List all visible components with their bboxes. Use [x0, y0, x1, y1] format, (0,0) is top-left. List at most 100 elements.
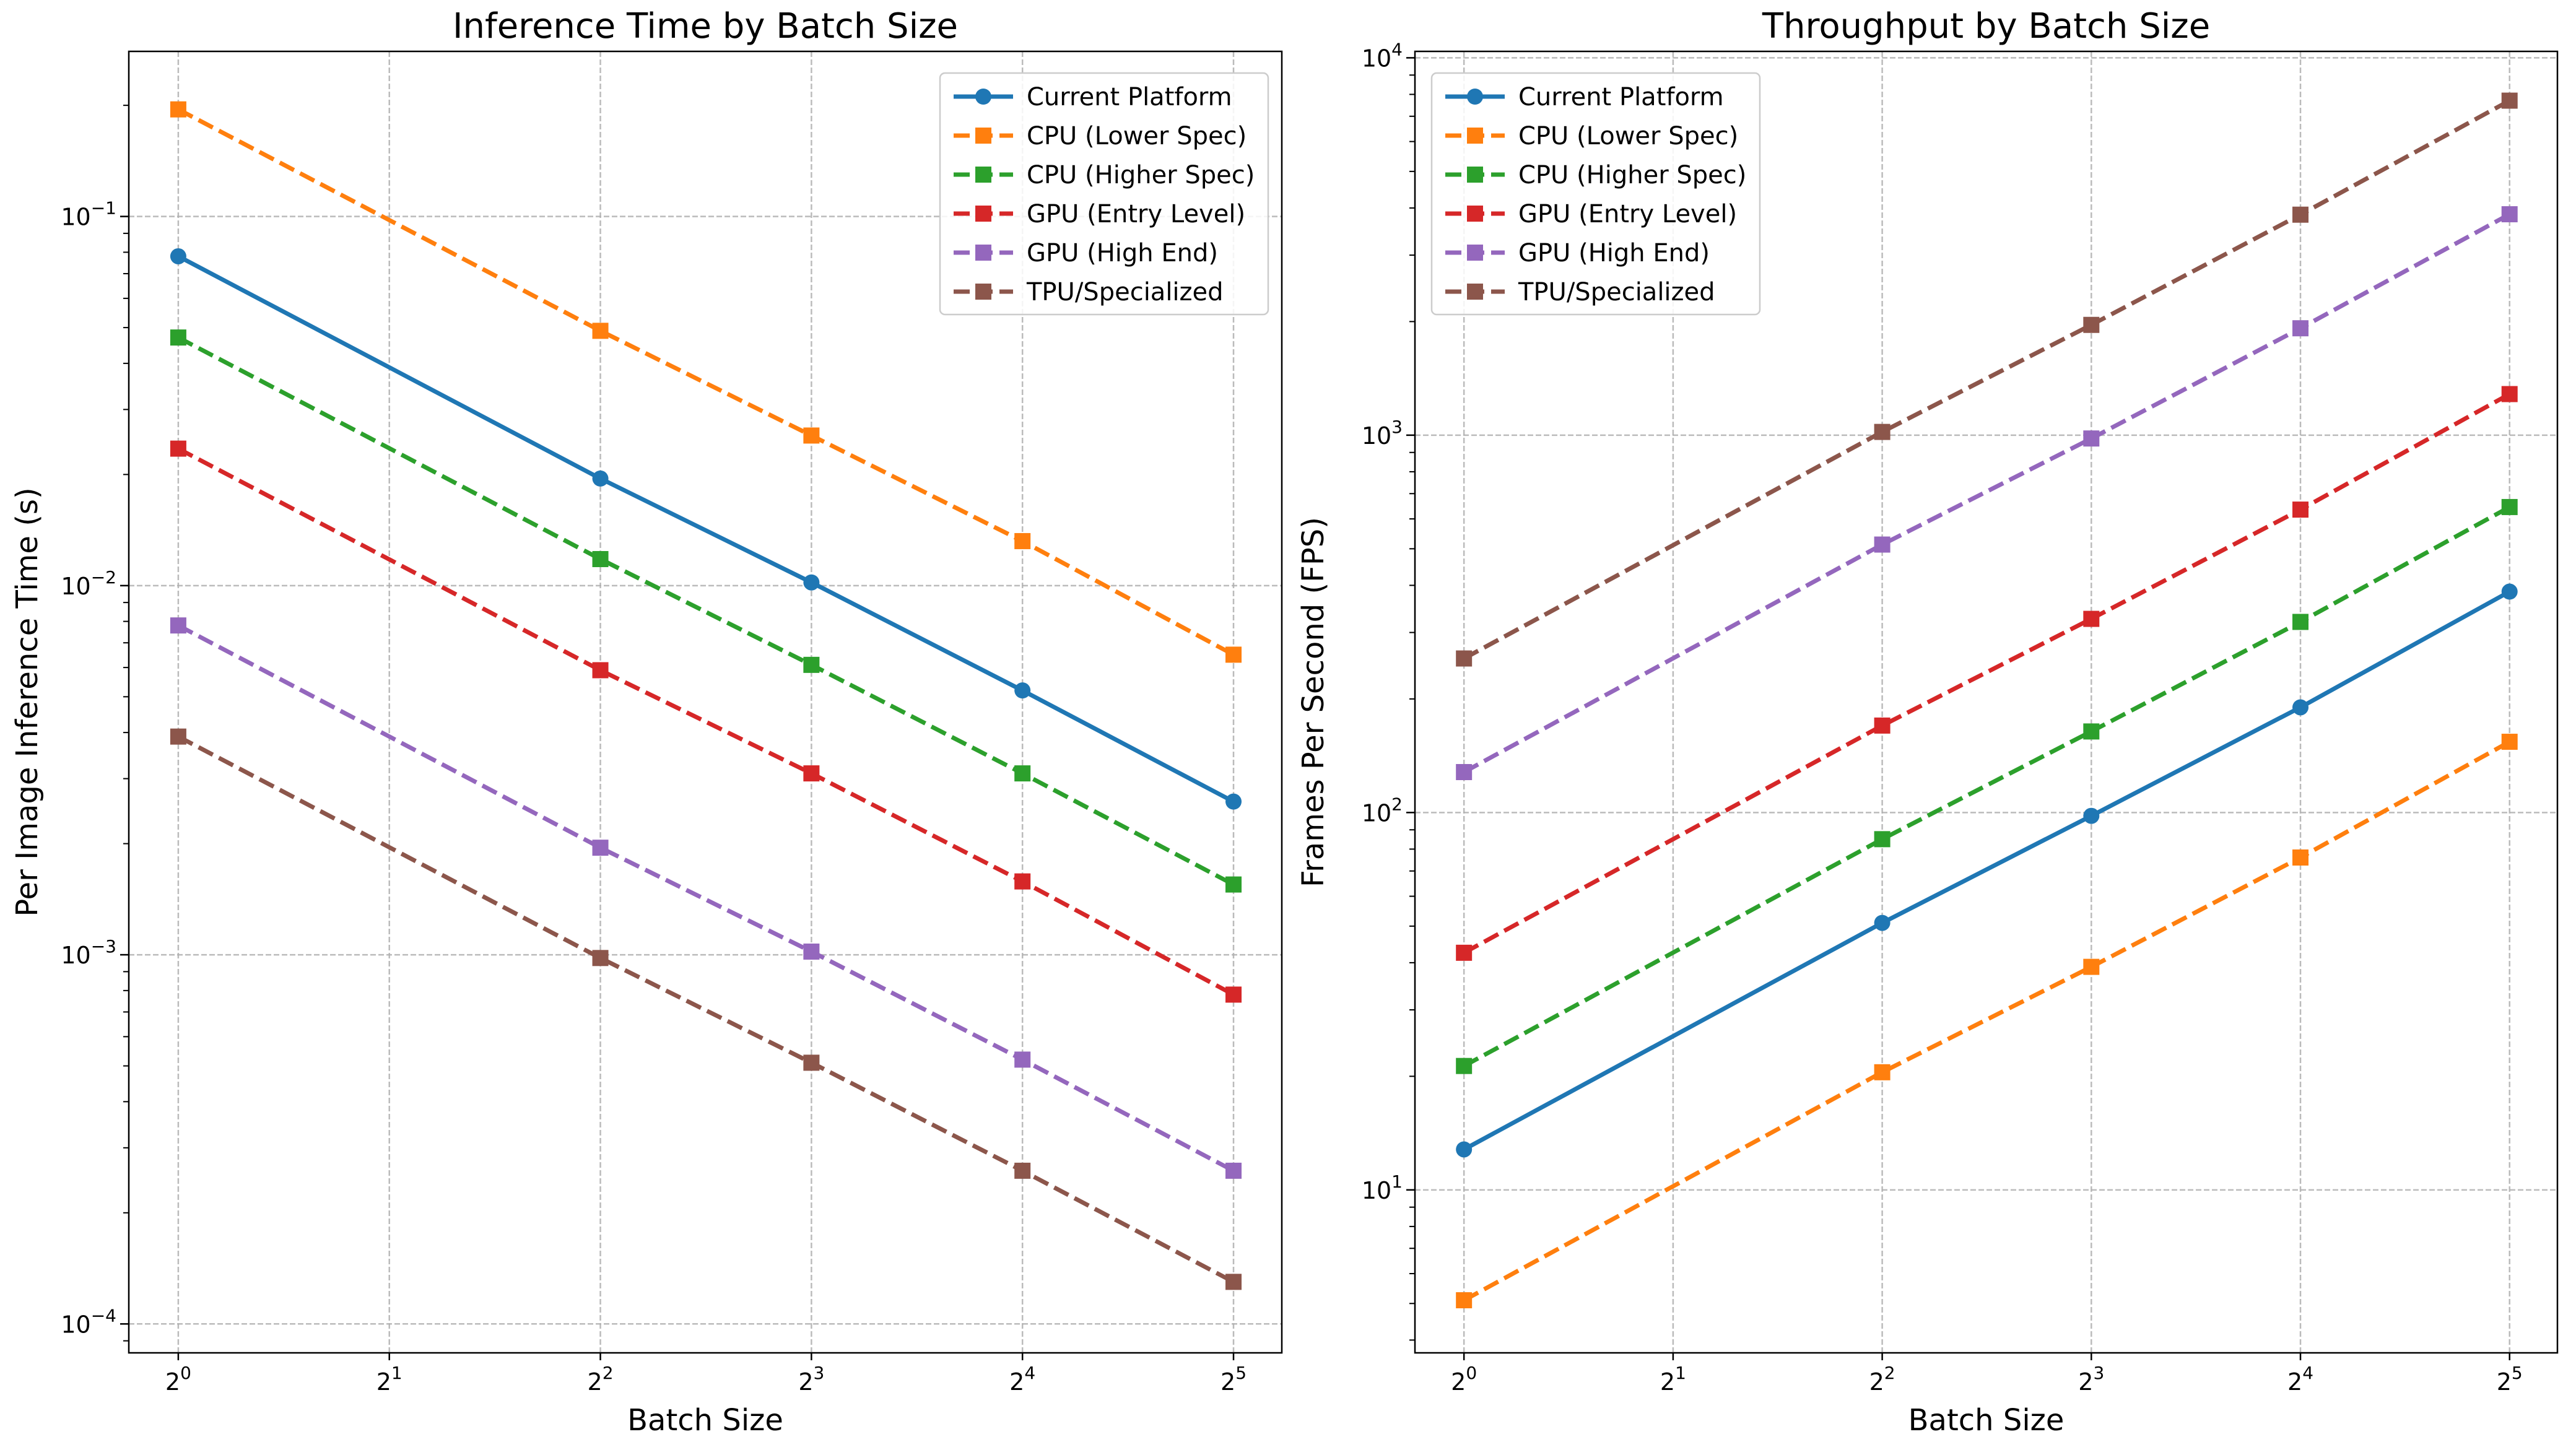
legend-label: Current Platform: [1027, 83, 1232, 111]
legend-marker: [1467, 167, 1483, 183]
series-line: [1463, 740, 2511, 1303]
data-point: [1014, 1162, 1031, 1179]
series-line: [1463, 589, 2511, 1152]
data-point: [2083, 723, 2100, 740]
data-point: [170, 248, 186, 264]
series-cpu-higher-spec: [170, 329, 1242, 893]
legend-label: TPU/Specialized: [1518, 278, 1715, 306]
x-tick-label: 23: [2078, 1363, 2104, 1396]
x-tick-label: 25: [1221, 1363, 1247, 1396]
data-point: [1456, 1292, 1473, 1309]
legend-marker: [975, 128, 991, 144]
legend-item-cpu-higher-spec: CPU (Higher Spec): [1445, 161, 1746, 189]
chart-2: 20 21 22 23 24 25 101 102 103 104 Throughput by Ba…: [1296, 6, 2559, 1438]
series-cpu-higher-spec: [1456, 498, 2518, 1074]
x-tick-label: 21: [1660, 1363, 1686, 1396]
y-tick-label: 10−2: [61, 567, 116, 600]
legend: Current Platform CPU (Lower Spec) CPU (Hig…: [939, 72, 1269, 316]
x-tick-label: 25: [2497, 1363, 2523, 1396]
series-gpu-high-end: [1456, 206, 2518, 781]
data-point: [592, 470, 609, 487]
data-point: [2501, 386, 2518, 402]
legend-marker: [1467, 128, 1483, 144]
series-gpu-entry-level: [170, 440, 1242, 1003]
data-point: [170, 101, 186, 118]
series-current-platform: [1456, 583, 2518, 1158]
legend-item-gpu-entry-level: GPU (Entry Level): [1445, 200, 1737, 228]
legend-marker: [1467, 206, 1483, 222]
y-tick-label: 101: [1362, 1171, 1403, 1204]
legend-label: CPU (Higher Spec): [1518, 161, 1746, 189]
x-axis-label: Batch Size: [627, 1403, 783, 1438]
y-tick-label: 10−1: [61, 198, 116, 231]
data-point: [1225, 793, 1242, 810]
x-tick-label: 20: [165, 1363, 191, 1396]
series-line: [1463, 505, 2511, 1068]
y-tick-label: 103: [1362, 417, 1403, 450]
legend-item-gpu-entry-level: GPU (Entry Level): [954, 200, 1245, 228]
data-point: [170, 728, 186, 745]
data-point: [2501, 206, 2518, 223]
data-point: [1225, 1162, 1242, 1179]
data-point: [2292, 699, 2309, 716]
data-point: [1874, 1064, 1891, 1080]
data-point: [803, 427, 820, 444]
data-point: [803, 765, 820, 782]
data-point: [803, 574, 820, 591]
data-point: [2501, 583, 2518, 600]
data-point: [1014, 532, 1031, 549]
legend-label: CPU (Higher Spec): [1027, 161, 1255, 189]
data-point: [1456, 650, 1473, 667]
legend-item-gpu-high-end: GPU (High End): [954, 239, 1218, 267]
x-tick-label: 22: [588, 1363, 614, 1396]
series-tpu-specialized: [170, 728, 1242, 1290]
data-point: [1014, 765, 1031, 782]
y-tick-label: 10−4: [61, 1305, 116, 1338]
data-point: [2083, 807, 2100, 824]
legend-item-current-platform: Current Platform: [954, 83, 1232, 111]
data-point: [2083, 316, 2100, 333]
data-point: [2292, 849, 2309, 866]
x-tick-label: 24: [1009, 1363, 1035, 1396]
legend-label: Current Platform: [1518, 83, 1724, 111]
legend-item-cpu-lower-spec: CPU (Lower Spec): [1445, 122, 1738, 150]
legend-item-tpu-specialized: TPU/Specialized: [954, 278, 1224, 306]
y-axis-label: Frames Per Second (FPS): [1296, 517, 1331, 887]
plot-frame: [1414, 50, 2559, 1354]
legend-marker: [975, 284, 991, 300]
data-point: [1874, 717, 1891, 734]
series-line: [177, 336, 1235, 887]
data-point: [1014, 873, 1031, 890]
legend-label: CPU (Lower Spec): [1518, 122, 1738, 150]
legend-marker: [1467, 245, 1483, 261]
series-gpu-entry-level: [1456, 386, 2518, 961]
data-point: [170, 440, 186, 457]
data-point: [2501, 92, 2518, 109]
chart-title: Throughput by Batch Size: [1762, 6, 2210, 46]
data-point: [1014, 682, 1031, 699]
legend-label: GPU (Entry Level): [1027, 200, 1245, 228]
data-point: [1225, 646, 1242, 663]
x-tick-label: 24: [2287, 1363, 2313, 1396]
data-point: [803, 1054, 820, 1071]
y-tick-label: 104: [1362, 39, 1403, 72]
data-point: [1456, 764, 1473, 781]
data-point: [1456, 944, 1473, 961]
data-point: [2292, 502, 2309, 518]
legend-marker: [975, 89, 991, 105]
data-point: [592, 840, 609, 856]
data-point: [2501, 498, 2518, 515]
legend-item-cpu-higher-spec: CPU (Higher Spec): [954, 161, 1255, 189]
series-line: [177, 623, 1235, 1173]
y-axis-label: Per Image Inference Time (s): [10, 487, 45, 916]
data-point: [592, 323, 609, 339]
legend-marker: [1467, 89, 1483, 105]
x-axis-label: Batch Size: [1908, 1403, 2065, 1438]
legend-item-tpu-specialized: TPU/Specialized: [1445, 278, 1715, 306]
legend-box: [1430, 72, 1761, 316]
legend: Current Platform CPU (Lower Spec) CPU (Hig…: [1430, 72, 1761, 316]
data-point: [1874, 423, 1891, 440]
data-point: [170, 617, 186, 634]
legend-label: GPU (High End): [1518, 239, 1710, 267]
data-point: [803, 943, 820, 960]
